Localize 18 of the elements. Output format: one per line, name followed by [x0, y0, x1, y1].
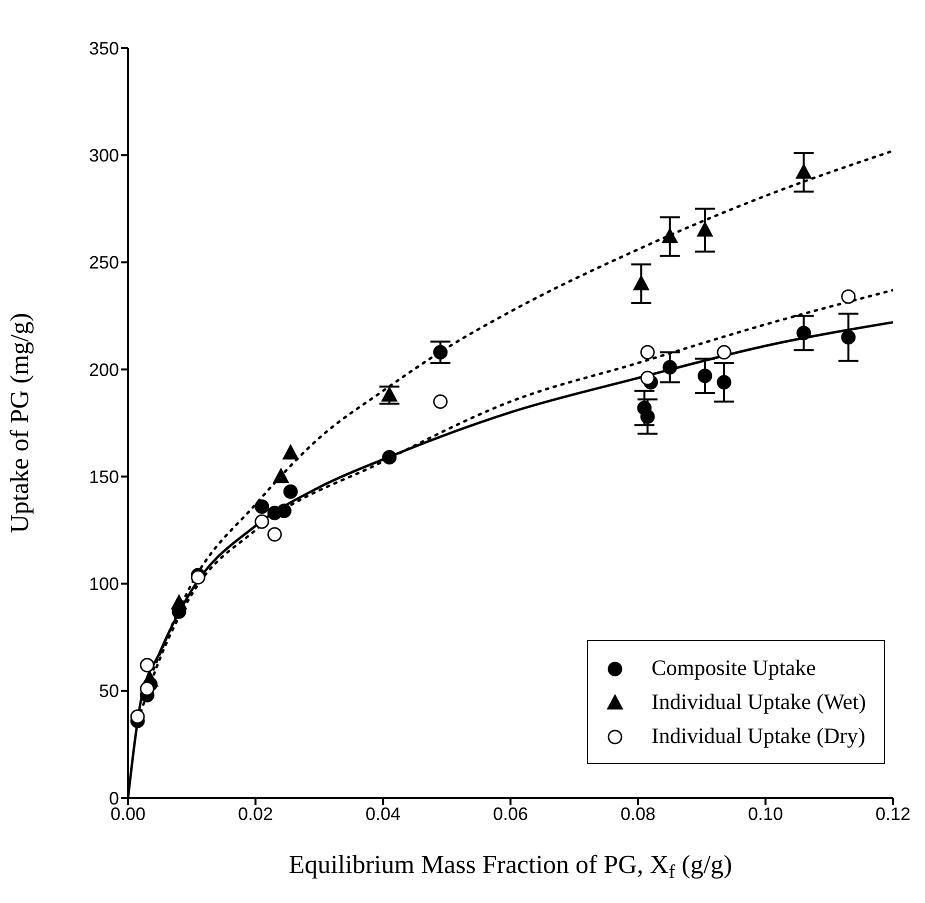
x-axis-title: Equilibrium Mass Fraction of PG, X$_{f}$ (g/g): [288, 850, 732, 883]
y-axis-title: Uptake of PG (mg/g): [5, 312, 34, 534]
x-tick-label: 0.02: [238, 804, 274, 824]
y-tick-label: 50: [98, 681, 119, 702]
y-tick-label: 300: [88, 146, 119, 166]
x-tick-label: 0.10: [748, 804, 784, 824]
y-tick-label: 250: [88, 252, 119, 273]
y-tick-label: 150: [88, 466, 119, 487]
y-tick-label: 100: [88, 574, 119, 594]
legend-label: Composite Uptake: [652, 655, 816, 681]
y-tick-label: 350: [88, 38, 119, 58]
legend-label: Individual Uptake (Dry): [652, 723, 866, 749]
x-tick-label: 0.12: [875, 804, 911, 824]
legend-label: Individual Uptake (Wet): [652, 689, 866, 715]
x-tick-label: 0.08: [620, 804, 656, 824]
x-tick-label: 0.04: [365, 804, 401, 824]
y-tick-label: 200: [88, 360, 119, 380]
x-tick-label: 0.06: [492, 804, 528, 824]
